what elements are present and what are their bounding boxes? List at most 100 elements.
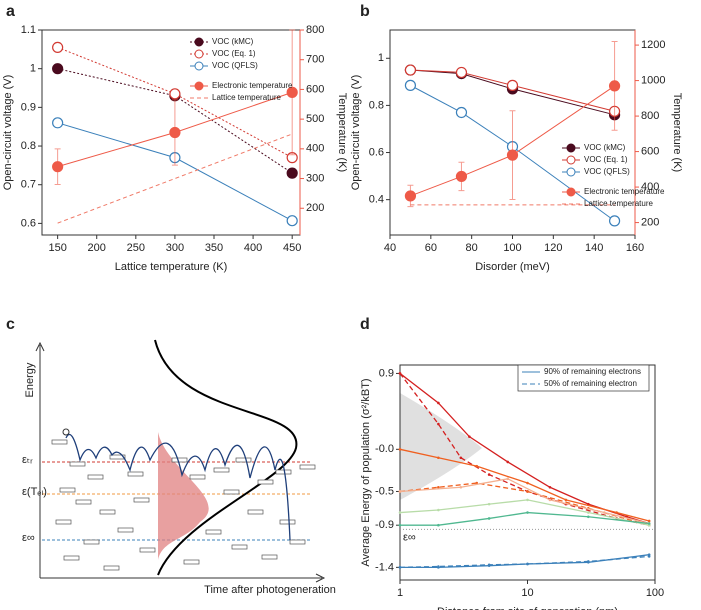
data-point xyxy=(286,215,298,227)
state xyxy=(59,487,76,493)
data-point xyxy=(487,502,491,506)
data-point xyxy=(455,170,468,183)
series-line xyxy=(400,511,650,526)
legend-marker xyxy=(566,187,576,197)
panel-letter: d xyxy=(360,316,370,333)
y2-tick-label: 400 xyxy=(641,181,659,193)
state xyxy=(231,544,248,550)
annotation: ε∞ xyxy=(403,531,416,543)
state xyxy=(261,554,278,560)
data-point xyxy=(404,79,417,91)
y2-tick-label: 700 xyxy=(306,54,324,66)
data-point xyxy=(52,63,64,75)
y-tick-label: -0.9 xyxy=(375,519,394,531)
y-tick-label: -0.0 xyxy=(375,443,394,455)
legend-label: VOC (Eq. 1) xyxy=(212,49,256,58)
state xyxy=(289,539,306,545)
state xyxy=(109,454,126,460)
x-tick-label: 160 xyxy=(626,242,644,254)
data-point xyxy=(526,490,529,493)
y2-tick-label: 800 xyxy=(306,24,324,36)
y2-tick-label: 200 xyxy=(641,216,659,228)
data-point xyxy=(404,190,417,202)
y-tick-label: -1.4 xyxy=(375,561,394,573)
y-tick-label: 1 xyxy=(30,63,36,75)
y2-tick-label: 300 xyxy=(306,172,324,184)
data-point xyxy=(487,563,491,567)
legend-label: VOC (QFLS) xyxy=(212,61,258,70)
state xyxy=(133,497,150,503)
level-label: ε(Tₑₗ) xyxy=(22,486,47,498)
data-point xyxy=(526,498,529,502)
density-of-states xyxy=(154,339,298,576)
x-tick-label: 300 xyxy=(166,242,184,254)
data-point xyxy=(455,66,468,79)
data-point xyxy=(286,167,298,179)
y2-axis-title: Temperature (K) xyxy=(336,93,348,172)
legend-label: VOC (kMC) xyxy=(584,143,626,152)
data-point xyxy=(169,88,181,100)
data-point xyxy=(564,498,568,502)
y2-tick-label: 600 xyxy=(641,145,659,157)
legend-label: VOC (QFLS) xyxy=(584,167,630,176)
x-tick-label: 200 xyxy=(88,242,106,254)
y2-tick-label: 600 xyxy=(306,83,324,95)
y-tick-label: 0.9 xyxy=(21,101,36,113)
state xyxy=(223,489,240,495)
legend-label: Lattice temperature xyxy=(584,199,653,208)
level-label: ε∞ xyxy=(22,532,35,544)
y-axis-title: Open-circuit voltage (V) xyxy=(350,75,362,191)
legend-marker xyxy=(194,61,204,71)
data-point xyxy=(398,490,402,493)
data-point xyxy=(404,64,417,76)
legend-marker xyxy=(566,155,576,165)
data-point xyxy=(169,126,181,139)
data-point xyxy=(506,79,519,91)
data-point xyxy=(475,464,479,468)
legend-marker xyxy=(194,81,204,91)
data-point xyxy=(459,456,463,460)
state xyxy=(183,559,200,565)
legend-label: Electronic temperature xyxy=(212,81,293,90)
x-tick-label: 80 xyxy=(466,242,478,254)
x-tick-label: 60 xyxy=(425,242,437,254)
data-point xyxy=(506,477,510,481)
state xyxy=(213,467,230,473)
x-tick-label: 120 xyxy=(544,242,562,254)
state xyxy=(189,474,206,480)
data-point xyxy=(437,523,440,527)
data-point xyxy=(52,117,64,129)
y-axis-title: Open-circuit voltage (V) xyxy=(2,75,14,191)
shaded-region xyxy=(400,393,482,500)
x-tick-label: 40 xyxy=(384,242,396,254)
data-point xyxy=(437,565,440,568)
data-point xyxy=(647,555,651,558)
state xyxy=(279,519,296,525)
legend-label: VOC (kMC) xyxy=(212,37,254,46)
data-point xyxy=(398,448,402,451)
series-line xyxy=(410,69,615,112)
state xyxy=(127,471,144,477)
state xyxy=(75,499,92,505)
hopping-path xyxy=(65,433,291,541)
y-tick-label: 1.1 xyxy=(21,24,36,36)
data-point xyxy=(647,522,651,525)
y2-axis-title: Temperature (K) xyxy=(671,93,683,172)
x-tick-label: 100 xyxy=(503,242,521,254)
data-point xyxy=(459,485,463,489)
series-line xyxy=(399,499,650,526)
state xyxy=(103,565,120,571)
data-point xyxy=(468,435,471,438)
x-tick-label: 450 xyxy=(283,242,301,254)
panel-letter: a xyxy=(6,3,15,20)
data-point xyxy=(526,562,529,566)
panel-letter: c xyxy=(6,316,15,333)
x-tick-label: 10 xyxy=(521,587,533,599)
state xyxy=(205,529,222,535)
data-point xyxy=(286,86,298,98)
y-tick-label: 1 xyxy=(378,52,384,64)
data-point xyxy=(587,515,590,519)
data-point xyxy=(437,456,440,460)
data-point xyxy=(647,519,651,523)
data-point xyxy=(548,498,552,502)
